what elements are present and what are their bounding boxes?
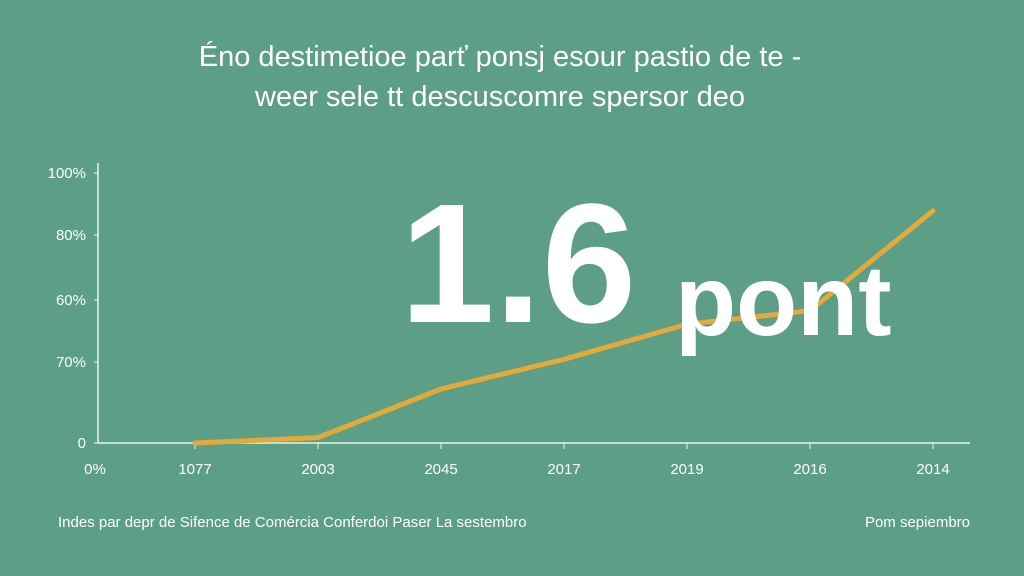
data-line	[192, 208, 936, 446]
x-tick-label: 2045	[424, 461, 457, 478]
y-tick-label: 100%	[48, 165, 86, 182]
y-tick-label: 70%	[56, 354, 86, 371]
y-tick-label: 60%	[56, 292, 86, 309]
y-tick-label: 80%	[56, 227, 86, 244]
y-tick-label: 0	[78, 435, 86, 452]
x-tick-label: 2003	[301, 461, 334, 478]
x-tick-label: 2014	[916, 461, 949, 478]
x-tick-label: 2017	[547, 461, 580, 478]
chart-title: weer sele tt descuscomre spersor deo	[254, 81, 745, 113]
chart-title: Éno destimetioe parť ponsj esour pastio …	[199, 40, 802, 73]
x-tick-label: 1077	[178, 461, 211, 478]
footer-right: Pom sepiembro	[865, 514, 970, 531]
corner-label: 0%	[84, 461, 106, 478]
annotation: 1.6	[400, 169, 636, 359]
annotation: pont	[675, 245, 892, 357]
x-tick-label: 2016	[793, 461, 826, 478]
footer-left: Indes par depr de Sifence de Comércia Co…	[58, 514, 527, 531]
x-tick-label: 2019	[670, 461, 703, 478]
